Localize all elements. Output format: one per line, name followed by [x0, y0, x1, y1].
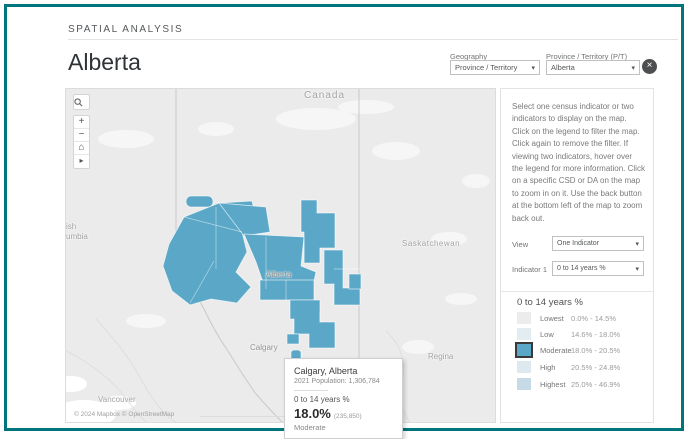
- indicator1-label: Indicator 1: [512, 265, 548, 274]
- clear-filter-button[interactable]: ×: [642, 59, 657, 74]
- legend-item-lowest[interactable]: Lowest 0.0% - 14.5%: [517, 311, 647, 325]
- tooltip-population: 2021 Population: 1,306,784: [294, 378, 380, 385]
- map-search-button[interactable]: [73, 94, 90, 110]
- map-tooltip: Calgary, Alberta 2021 Population: 1,306,…: [284, 358, 403, 439]
- pan-button[interactable]: ▸: [79, 156, 84, 165]
- legend-swatch[interactable]: [517, 361, 531, 373]
- legend-title: 0 to 14 years %: [517, 297, 584, 308]
- search-icon: [74, 98, 83, 107]
- view-dropdown[interactable]: One Indicator ▾: [552, 236, 644, 251]
- map-label-british-columbia: British Columbia: [65, 222, 88, 242]
- map-attribution[interactable]: © 2024 Mapbox © OpenStreetMap: [74, 411, 175, 418]
- panel-divider: [501, 291, 653, 292]
- zoom-in-button[interactable]: +: [74, 116, 89, 129]
- tooltip-count: (235,850): [333, 413, 362, 420]
- map-label-saskatchewan: Saskatchewan: [402, 239, 461, 248]
- view-dropdown-value: One Indicator: [557, 240, 600, 247]
- csd-regions[interactable]: [162, 195, 362, 372]
- legend-item-high[interactable]: High 20.5% - 24.8%: [517, 360, 647, 374]
- chevron-down-icon: ▾: [531, 64, 535, 72]
- attribution-divider: [200, 416, 285, 417]
- csd-boundaries: [183, 207, 360, 322]
- map-label-vancouver: Vancouver: [98, 395, 136, 404]
- tooltip-divider: [294, 390, 328, 391]
- map-label-calgary: Calgary: [250, 343, 278, 352]
- tooltip-title: Calgary, Alberta: [294, 366, 358, 376]
- tooltip-indicator: 0 to 14 years %: [294, 395, 350, 404]
- close-icon: ×: [646, 60, 653, 71]
- map-label-canada: Canada: [304, 90, 346, 101]
- tooltip-category: Moderate: [294, 423, 326, 432]
- indicator1-dropdown-value: 0 to 14 years %: [557, 265, 606, 272]
- legend-swatch[interactable]: [517, 378, 531, 390]
- zoom-out-button[interactable]: −: [74, 129, 89, 142]
- header-divider: [68, 39, 678, 40]
- geography-dropdown-value: Province / Territory: [455, 63, 518, 72]
- coastline: [66, 376, 136, 422]
- legend-swatch[interactable]: [517, 328, 531, 340]
- province-filter-label: Province / Territory (P/T): [546, 52, 628, 61]
- side-panel: Select one census indicator or two indic…: [500, 88, 654, 423]
- legend-swatch[interactable]: [517, 312, 531, 324]
- province-dropdown-value: Alberta: [551, 63, 575, 72]
- legend-item-low[interactable]: Low 14.6% - 18.0%: [517, 327, 647, 341]
- province-dropdown[interactable]: Alberta ▾: [546, 60, 640, 75]
- chevron-down-icon: ▾: [635, 265, 639, 273]
- page-title: Alberta: [68, 49, 141, 75]
- legend-swatch[interactable]: [515, 342, 533, 358]
- home-button[interactable]: ⌂: [74, 142, 89, 155]
- spatial-analysis-header: SPATIAL ANALYSIS: [68, 24, 184, 35]
- map-canvas[interactable]: [66, 89, 496, 423]
- map: Canada British Columbia Saskatchewan Alb…: [65, 88, 496, 423]
- terrain-patches: [98, 100, 490, 354]
- dashboard: SPATIAL ANALYSIS Alberta Geography Provi…: [4, 4, 684, 439]
- view-label: View: [512, 240, 529, 249]
- chevron-down-icon: ▾: [631, 64, 635, 72]
- instructions-text: Select one census indicator or two indic…: [512, 102, 645, 223]
- legend-item-moderate[interactable]: Moderate 18.0% - 20.5%: [515, 342, 647, 358]
- legend-item-highest[interactable]: Highest 25.0% - 46.9%: [517, 377, 647, 391]
- tooltip-value: 18.0%: [294, 406, 331, 421]
- chevron-down-icon: ▾: [635, 240, 639, 248]
- indicator1-dropdown[interactable]: 0 to 14 years % ▾: [552, 261, 644, 276]
- geography-dropdown[interactable]: Province / Territory ▾: [450, 60, 540, 75]
- map-label-alberta: Alberta: [266, 270, 292, 279]
- map-label-regina: Regina: [428, 352, 454, 361]
- map-zoom-controls: + − ⌂ ▸: [73, 115, 90, 169]
- geography-filter-label: Geography: [450, 52, 488, 61]
